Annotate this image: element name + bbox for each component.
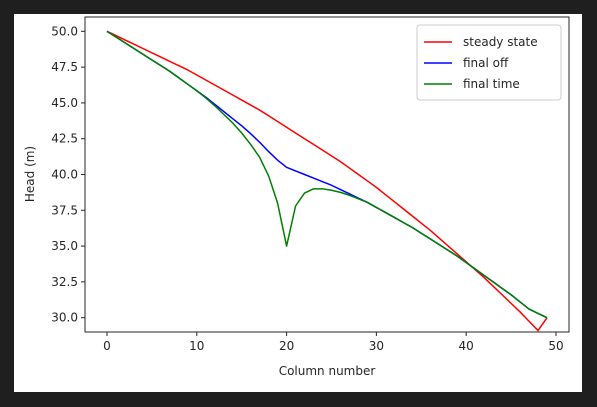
- y-tick-label: 50.0: [51, 24, 78, 38]
- x-axis-ticks: 0 10 20 30 40 50: [103, 332, 564, 353]
- y-axis-title: Head (m): [23, 146, 37, 202]
- x-tick-label: 40: [459, 339, 474, 353]
- series-layer: [106, 30, 548, 332]
- legend-label: steady state: [463, 35, 538, 49]
- y-axis-ticks: 30.0 32.5 35.0 37.5 40.0 42.5 45.0 47.5 50.0: [51, 24, 85, 325]
- y-tick-label: 35.0: [51, 239, 78, 253]
- legend-label: final time: [463, 77, 520, 91]
- x-tick-label: 20: [279, 339, 294, 353]
- legend-items: steady state final off final time: [424, 35, 538, 91]
- line-chart: 0 10 20 30 40 50 30.0 32.5 35.0 37.5 40.0 42.5 45.0…: [23, 16, 570, 378]
- x-tick-label: 50: [548, 339, 563, 353]
- series-line-final-time: [106, 30, 548, 319]
- legend: steady state final off final time: [416, 24, 562, 101]
- y-tick-label: 37.5: [51, 203, 78, 217]
- y-tick-label: 30.0: [51, 311, 78, 325]
- legend-box: [416, 24, 562, 101]
- x-tick-label: 30: [369, 339, 384, 353]
- y-tick-label: 45.0: [51, 96, 78, 110]
- y-tick-label: 42.5: [51, 132, 78, 146]
- chart-figure: 0 10 20 30 40 50 30.0 32.5 35.0 37.5 40.0 42.5 45.0…: [14, 14, 582, 392]
- x-tick-label: 10: [189, 339, 204, 353]
- y-tick-label: 47.5: [51, 60, 78, 74]
- legend-label: final off: [463, 56, 509, 70]
- y-tick-label: 40.0: [51, 168, 78, 182]
- y-tick-label: 32.5: [51, 275, 78, 289]
- x-axis-title: Column number: [279, 364, 376, 378]
- x-tick-label: 0: [103, 339, 111, 353]
